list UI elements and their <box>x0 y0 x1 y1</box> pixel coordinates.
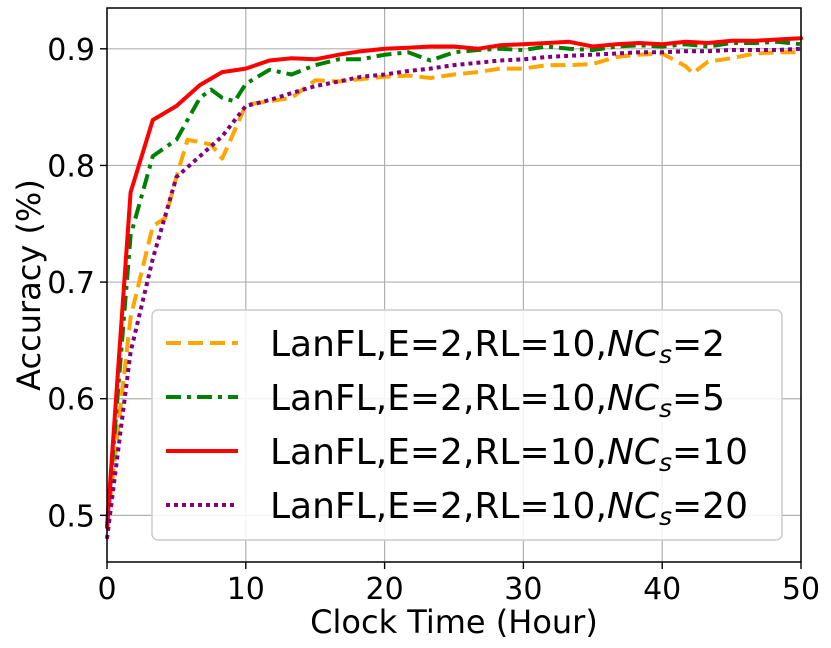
axis-ticks: 0 10 20 30 40 50 0.5 0.6 0.7 0.8 0.9 <box>47 33 820 607</box>
legend-label-italic: NC <box>607 486 660 527</box>
plot-frame <box>106 7 802 563</box>
x-tick-label: 30 <box>504 572 542 607</box>
y-tick-label: 0.8 <box>47 149 95 184</box>
legend-label-italic: NC <box>607 378 660 419</box>
legend-label-prefix: LanFL,E=2,RL=10, <box>270 432 607 473</box>
x-tick-label: 10 <box>227 572 265 607</box>
legend-label-suffix: =5 <box>672 378 725 419</box>
legend-label-suffix: =2 <box>672 324 725 365</box>
legend-label-italic: NC <box>607 432 660 473</box>
y-axis-title: Accuracy (%) <box>10 179 48 391</box>
series-line-1 <box>105 50 801 528</box>
legend: LanFL,E=2,RL=10,NCs=2LanFL,E=2,RL=10,NCs… <box>151 309 783 541</box>
legend-label-prefix: LanFL,E=2,RL=10, <box>270 324 607 365</box>
legend-item: LanFL,E=2,RL=10,NCs=20 <box>166 486 748 531</box>
series-line-3 <box>105 36 803 529</box>
x-tick-label: 50 <box>782 572 820 607</box>
y-tick-label: 0.6 <box>47 383 95 418</box>
legend-label-subscript: s <box>659 502 672 531</box>
x-tick-label: 20 <box>366 572 404 607</box>
legend-item: LanFL,E=2,RL=10,NCs=5 <box>166 378 725 423</box>
legend-item: LanFL,E=2,RL=10,NCs=10 <box>166 432 748 477</box>
y-tick-label: 0.7 <box>47 266 95 301</box>
series-line-4 <box>105 46 802 539</box>
legend-label-prefix: LanFL,E=2,RL=10, <box>270 378 607 419</box>
legend-label-suffix: =20 <box>672 486 748 527</box>
series-layer <box>105 36 803 539</box>
x-axis-title: Clock Time (Hour) <box>310 603 598 641</box>
legend-label: LanFL,E=2,RL=10,NCs=10 <box>270 432 748 477</box>
legend-label: LanFL,E=2,RL=10,NCs=20 <box>270 486 748 531</box>
series-line-2 <box>105 39 802 528</box>
legend-label-subscript: s <box>659 340 672 369</box>
x-tick-label: 0 <box>97 572 116 607</box>
legend-item: LanFL,E=2,RL=10,NCs=2 <box>166 324 725 369</box>
legend-label-prefix: LanFL,E=2,RL=10, <box>270 486 607 527</box>
legend-label-subscript: s <box>659 448 672 477</box>
legend-label-italic: NC <box>607 324 660 365</box>
legend-label-subscript: s <box>659 394 672 423</box>
y-tick-label: 0.5 <box>47 499 95 534</box>
y-tick-label: 0.9 <box>47 33 95 68</box>
legend-label: LanFL,E=2,RL=10,NCs=5 <box>270 378 725 423</box>
legend-box <box>151 309 783 541</box>
legend-label: LanFL,E=2,RL=10,NCs=2 <box>270 324 725 369</box>
x-tick-label: 40 <box>643 572 681 607</box>
legend-label-suffix: =10 <box>672 432 748 473</box>
